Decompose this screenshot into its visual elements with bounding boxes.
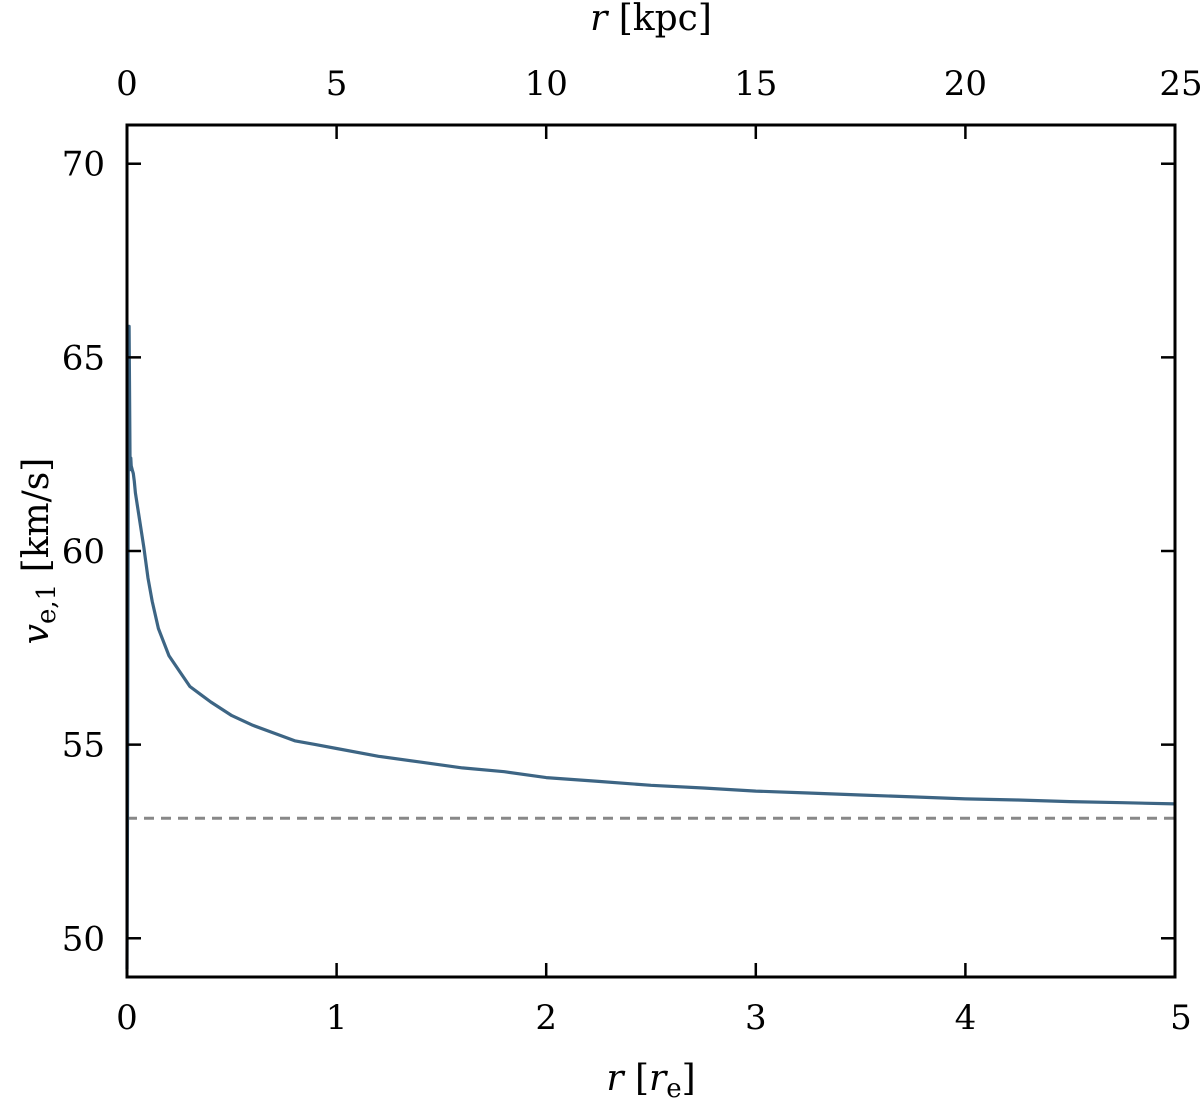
plot-area [125,324,1176,970]
ticks [125,125,1177,977]
x-tick-label-top: 15 [734,64,777,104]
x-tick-label-bottom: 5 [1170,998,1192,1038]
series-line-0 [125,324,1176,970]
y-tick-label: 50 [62,919,105,959]
y-tick-label: 70 [62,145,105,185]
y-tick-label: 60 [62,532,105,572]
x-tick-label-bottom: 4 [955,998,977,1038]
x-axis-label-bottom: r [re] [606,1058,695,1102]
x-axis-label-top: r [kpc] [590,0,712,39]
x-tick-label-top: 20 [944,64,987,104]
y-axis-label: ve,1 [km/s] [16,458,62,645]
x-tick-label-top: 0 [116,64,138,104]
y-tick-label: 55 [62,726,105,766]
x-tick-label-bottom: 3 [745,998,767,1038]
x-tick-label-top: 5 [326,64,348,104]
x-tick-label-bottom: 2 [535,998,557,1038]
x-tick-label-bottom: 1 [326,998,348,1038]
x-tick-label-top: 10 [525,64,568,104]
y-tick-label: 65 [62,338,105,378]
x-tick-label-bottom: 0 [116,998,138,1038]
x-tick-label-top: 25 [1159,64,1200,104]
plot-frame [125,123,1177,979]
